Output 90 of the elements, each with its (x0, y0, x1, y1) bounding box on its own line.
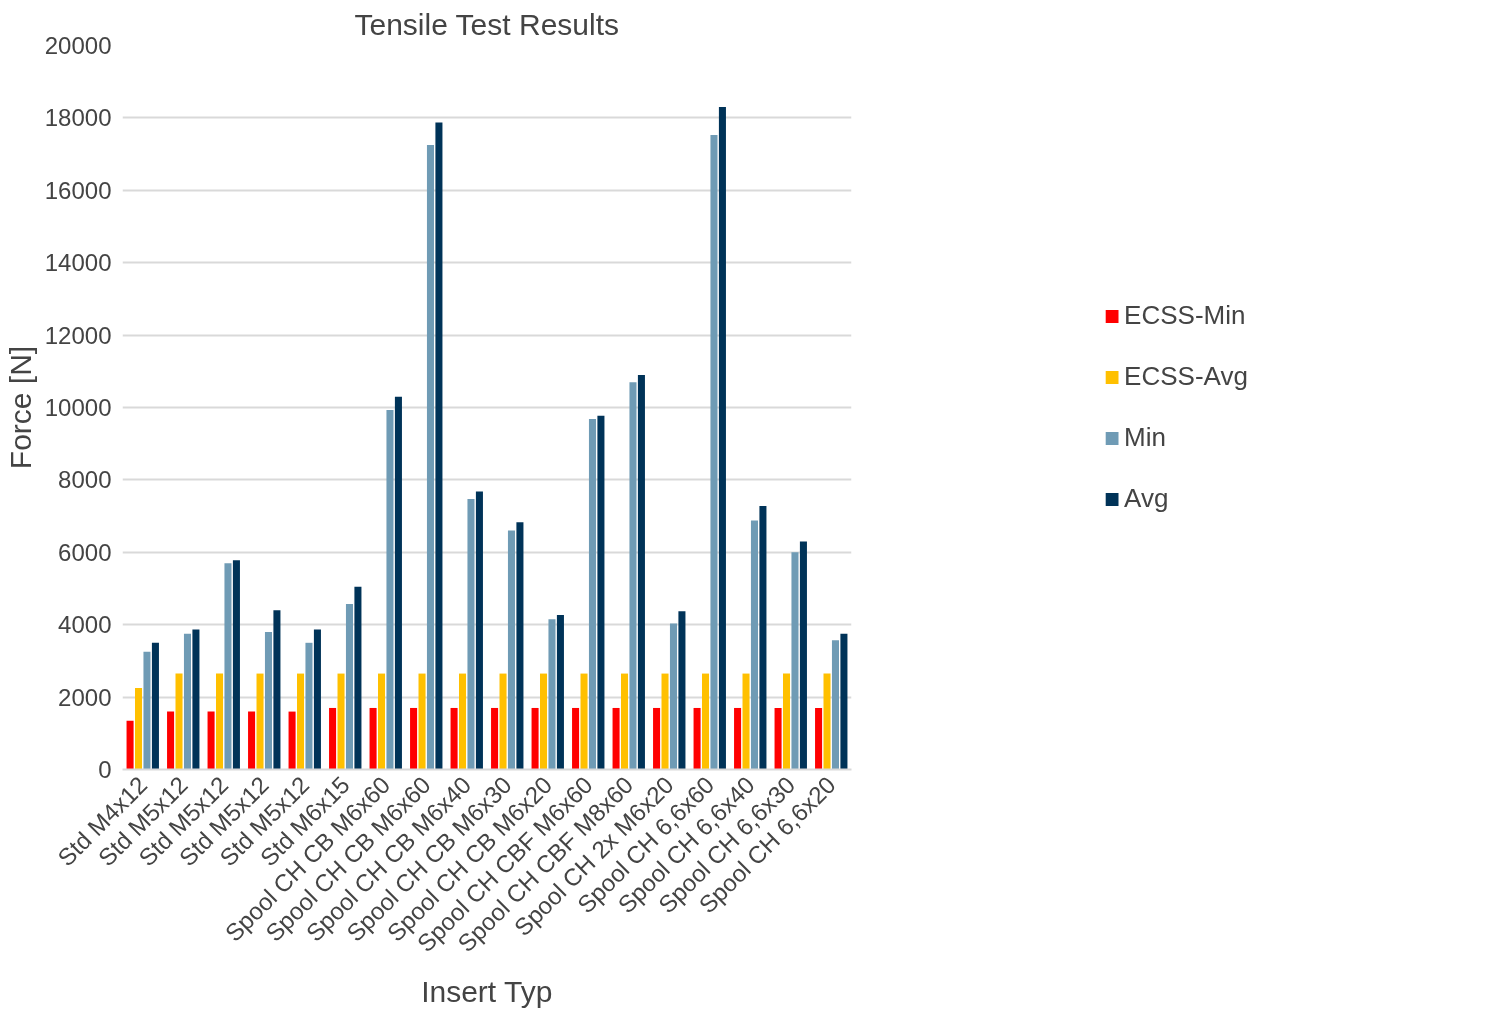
bar (337, 673, 345, 770)
bar (232, 560, 240, 770)
bar (378, 673, 386, 770)
bar (345, 604, 353, 770)
y-tick-label: 18000 (44, 104, 112, 132)
bar (167, 711, 175, 770)
bar (531, 707, 539, 770)
bar (192, 629, 200, 770)
bar (216, 673, 224, 770)
bar (823, 673, 831, 770)
legend-label: Min (1124, 422, 1167, 453)
bar (207, 711, 215, 770)
bar (580, 673, 588, 770)
bar (759, 505, 767, 770)
bar (410, 707, 418, 770)
bar (151, 642, 159, 770)
bar (459, 673, 467, 770)
bar (435, 122, 443, 770)
bar (815, 707, 823, 770)
bar (183, 633, 191, 770)
y-tick-label: 10000 (44, 394, 112, 421)
bar (313, 629, 321, 770)
bar (783, 673, 791, 770)
x-axis-title: Insert Typ (421, 974, 553, 1008)
legend-label: ECSS-Min (1124, 300, 1246, 331)
bar (273, 610, 281, 770)
bar (702, 673, 710, 770)
y-tick-label: 14000 (44, 249, 112, 277)
bar (678, 611, 686, 770)
bar (507, 530, 515, 770)
bar (369, 707, 377, 770)
bar (386, 410, 394, 770)
bar (556, 614, 564, 770)
bar (248, 711, 256, 770)
bar (224, 563, 232, 770)
bar (418, 673, 426, 770)
y-axis-title: Force [N] (3, 345, 37, 470)
bar (831, 640, 839, 770)
bar (467, 499, 475, 770)
bar (516, 522, 524, 770)
bar (718, 107, 726, 770)
y-tick-label: 20000 (44, 32, 112, 59)
bar (750, 520, 758, 770)
bar (264, 631, 272, 770)
bar (693, 707, 701, 770)
bar (491, 707, 499, 770)
bar (354, 586, 362, 770)
bar (588, 419, 596, 770)
y-tick-label: 6000 (58, 538, 112, 566)
bar (305, 642, 313, 770)
bar (499, 673, 507, 770)
y-tick-label: 16000 (44, 176, 112, 204)
bar (126, 720, 134, 770)
bar (394, 396, 402, 770)
bar (669, 623, 677, 770)
bar (637, 374, 645, 770)
bar (799, 541, 807, 770)
bar (661, 673, 669, 770)
bar (653, 707, 661, 770)
bar (288, 711, 296, 770)
bar (256, 673, 264, 770)
bar (774, 707, 782, 770)
bar (297, 673, 305, 770)
bar (450, 707, 458, 770)
y-tick-label: 12000 (44, 321, 112, 349)
legend-label: Avg (1124, 483, 1169, 514)
bar (734, 707, 742, 770)
chart-title: Tensile Test Results (354, 7, 620, 41)
bar (572, 707, 580, 770)
bar (540, 673, 548, 770)
legend-label: ECSS-Avg (1124, 361, 1248, 392)
y-tick-label: 4000 (58, 611, 112, 639)
bar (621, 673, 629, 770)
bar (475, 491, 483, 770)
bar (612, 707, 620, 770)
bar (742, 673, 750, 770)
bar (548, 619, 556, 770)
bar (175, 673, 183, 770)
bar (629, 382, 637, 770)
bar (426, 145, 434, 770)
bar (597, 415, 605, 770)
bar (840, 633, 848, 770)
y-tick-label: 8000 (58, 466, 112, 494)
bar (710, 134, 718, 770)
bar (329, 707, 337, 770)
bar (135, 688, 143, 770)
y-tick-label: 0 (98, 756, 112, 783)
bar (791, 552, 799, 770)
y-tick-label: 2000 (58, 683, 112, 711)
bar (143, 651, 151, 770)
